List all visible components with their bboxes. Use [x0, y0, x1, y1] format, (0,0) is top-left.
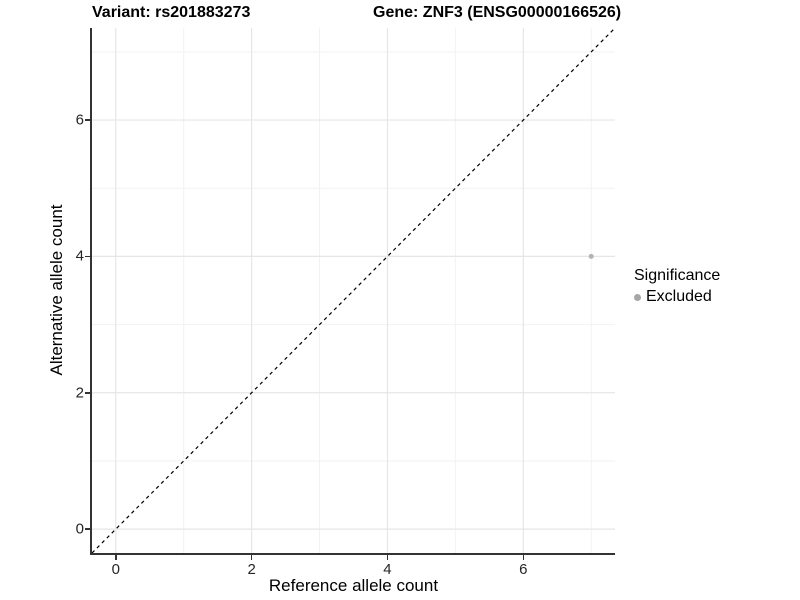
y-axis-line	[90, 28, 92, 555]
data-point	[588, 253, 594, 259]
y-tick-label: 2	[75, 384, 84, 402]
y-axis-title: Alternative allele count	[47, 204, 66, 376]
x-axis-title: Reference allele count	[268, 576, 439, 595]
legend-point-swatch-icon	[634, 293, 641, 301]
identity-dashed-line	[91, 27, 616, 554]
plot-canvas	[91, 27, 616, 554]
y-tick-mark	[85, 255, 90, 258]
y-axis-ticks: 0 2 4 6	[0, 28, 92, 553]
x-tick-label: 2	[247, 561, 256, 578]
plot-title-gene: Gene: ZNF3 (ENSG00000166526)	[373, 4, 622, 21]
x-axis-line	[90, 553, 615, 555]
legend-entry-label: Excluded	[646, 288, 712, 305]
y-tick-mark	[85, 528, 90, 530]
x-tick-label: 4	[383, 561, 392, 578]
y-tick-label: 4	[75, 247, 84, 265]
plot-panel	[91, 27, 616, 554]
x-tick-mark	[386, 555, 389, 560]
x-tick-mark	[522, 555, 525, 560]
y-tick-label: 0	[75, 520, 84, 538]
x-tick-mark	[250, 555, 253, 560]
x-tick-mark	[115, 555, 117, 560]
y-tick-mark	[85, 119, 90, 121]
y-tick-label: 6	[75, 111, 84, 129]
legend-title: Significance	[634, 267, 721, 284]
y-tick-mark	[85, 392, 90, 394]
plot-title-variant: Variant: rs201883273	[92, 4, 251, 21]
x-tick-label: 6	[519, 561, 528, 578]
x-tick-label: 0	[111, 561, 120, 578]
x-axis-ticks: 0 2 4 6	[92, 555, 615, 595]
legend-entry: Excluded	[634, 288, 720, 306]
legend: Significance Excluded	[634, 267, 720, 306]
